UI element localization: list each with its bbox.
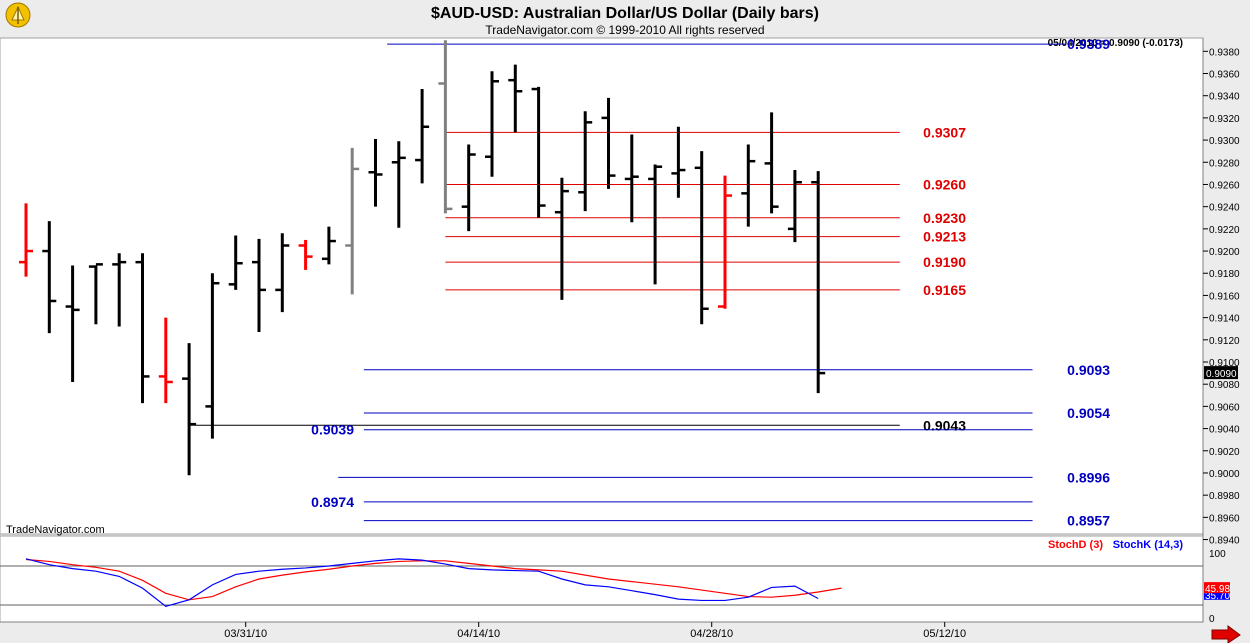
- ohlc-bar[interactable]: [275, 233, 290, 313]
- y-tick-label: 0.9340: [1209, 92, 1240, 103]
- ohlc-bar[interactable]: [182, 343, 197, 476]
- last-price-label: 0.9090: [1206, 369, 1237, 380]
- level-label: 0.9165: [923, 282, 966, 298]
- y-tick-label: 0.8960: [1209, 513, 1240, 524]
- y-tick-label: 0.9300: [1209, 136, 1240, 147]
- ohlc-bar[interactable]: [321, 226, 336, 265]
- chart-subtitle: TradeNavigator.com © 1999-2010 All right…: [485, 23, 764, 37]
- ohlc-bar[interactable]: [624, 134, 639, 223]
- y-tick-label: 0.9180: [1209, 269, 1240, 280]
- level-label: 0.8996: [1067, 469, 1110, 485]
- ohlc-bar[interactable]: [112, 253, 127, 327]
- y-tick-label: 0.9100: [1209, 358, 1240, 369]
- stoch-y-tick-label: 100: [1209, 549, 1226, 560]
- x-tick-label: 03/31/10: [224, 628, 267, 640]
- level-label: 0.9190: [923, 254, 966, 270]
- ohlc-bar[interactable]: [368, 138, 383, 207]
- level-label: 0.9039: [311, 422, 354, 438]
- ohlc-bar[interactable]: [65, 265, 80, 382]
- y-tick-label: 0.9320: [1209, 114, 1240, 125]
- y-tick-label: 0.9060: [1209, 402, 1240, 413]
- level-label: 0.9260: [923, 176, 966, 192]
- stoch-y-tick-label: 0: [1209, 614, 1215, 625]
- y-tick-label: 0.9140: [1209, 314, 1240, 325]
- price-panel[interactable]: [0, 37, 1204, 535]
- ohlc-bar[interactable]: [718, 175, 732, 309]
- y-tick-label: 0.9380: [1209, 47, 1240, 58]
- x-tick-label: 04/14/10: [457, 628, 500, 640]
- ohlc-bar[interactable]: [671, 126, 686, 198]
- ohlc-bar[interactable]: [741, 144, 756, 227]
- ohlc-bar[interactable]: [811, 171, 826, 394]
- ohlc-bar[interactable]: [42, 221, 57, 334]
- ohlc-bar[interactable]: [648, 164, 663, 285]
- ohlc-bar[interactable]: [205, 273, 220, 439]
- stochk-value: 35.70: [1205, 591, 1230, 602]
- stochd-value-box: [1204, 582, 1230, 594]
- ohlc-bar[interactable]: [554, 177, 569, 300]
- ohlc-bar[interactable]: [578, 111, 593, 212]
- ohlc-bar[interactable]: [158, 317, 173, 404]
- y-tick-label: 0.8940: [1209, 536, 1240, 547]
- stochd-line: [25, 558, 842, 601]
- level-label: 0.8974: [311, 494, 354, 510]
- y-tick-label: 0.9020: [1209, 447, 1240, 458]
- trade-navigator-logo[interactable]: [5, 2, 31, 28]
- y-tick-label: 0.9220: [1209, 225, 1240, 236]
- ohlc-bar[interactable]: [298, 239, 313, 270]
- y-tick-label: 0.9240: [1209, 203, 1240, 214]
- chart-title: $AUD-USD: Australian Dollar/US Dollar (D…: [431, 5, 819, 22]
- y-tick-label: 0.9080: [1209, 380, 1240, 391]
- level-label: 0.9307: [923, 124, 966, 140]
- scroll-right-arrow-icon[interactable]: [1211, 625, 1241, 643]
- y-tick-label: 0.9120: [1209, 336, 1240, 347]
- ohlc-bar[interactable]: [228, 235, 243, 290]
- y-tick-label: 0.9160: [1209, 291, 1240, 302]
- level-label: 0.9230: [923, 210, 966, 226]
- ohlc-bar[interactable]: [601, 97, 616, 189]
- stoch-legend-item: StochD (3): [1048, 539, 1103, 551]
- ohlc-bar[interactable]: [252, 238, 266, 333]
- ohlc-bar[interactable]: [135, 253, 150, 404]
- ohlc-bar[interactable]: [787, 170, 802, 243]
- y-tick-label: 0.9000: [1209, 469, 1240, 480]
- ohlc-bar[interactable]: [391, 141, 406, 228]
- ohlc-bar[interactable]: [531, 86, 546, 218]
- x-tick-label: 05/12/10: [923, 628, 966, 640]
- y-tick-label: 0.9200: [1209, 247, 1240, 258]
- stochd-value: 45.98: [1205, 584, 1230, 595]
- y-tick-label: 0.8980: [1209, 491, 1240, 502]
- stoch-legend-item: StochK (14,3): [1113, 539, 1184, 551]
- stochk-line: [25, 558, 819, 607]
- ohlc-bar[interactable]: [764, 112, 779, 214]
- level-label: 0.9093: [1067, 362, 1110, 378]
- level-label: 0.9389: [1067, 36, 1110, 52]
- level-label: 0.9043: [923, 417, 966, 433]
- watermark: TradeNavigator.com: [6, 524, 105, 536]
- last-bar-info: 05/04/2010 = 0.9090 (-0.0173): [1048, 38, 1183, 49]
- level-label: 0.9213: [923, 229, 966, 245]
- ohlc-bar[interactable]: [345, 147, 360, 295]
- stochastic-panel[interactable]: [0, 535, 1204, 623]
- y-tick-label: 0.9360: [1209, 70, 1240, 81]
- ohlc-bar[interactable]: [415, 89, 430, 184]
- ohlc-bar[interactable]: [508, 64, 523, 133]
- level-label: 0.8957: [1067, 513, 1110, 529]
- x-tick-label: 04/28/10: [690, 628, 733, 640]
- ohlc-bar[interactable]: [485, 71, 499, 177]
- last-price-box: [1204, 366, 1238, 380]
- level-label: 0.9054: [1067, 405, 1110, 421]
- ohlc-bar[interactable]: [88, 263, 103, 325]
- ohlc-bar[interactable]: [461, 144, 476, 232]
- ohlc-bar[interactable]: [19, 203, 33, 277]
- ohlc-bar[interactable]: [694, 151, 709, 325]
- y-tick-label: 0.9280: [1209, 158, 1240, 169]
- y-tick-label: 0.9260: [1209, 180, 1240, 191]
- stochk-value-box: [1204, 588, 1230, 600]
- y-tick-label: 0.9040: [1209, 425, 1240, 436]
- ohlc-bar[interactable]: [438, 40, 453, 214]
